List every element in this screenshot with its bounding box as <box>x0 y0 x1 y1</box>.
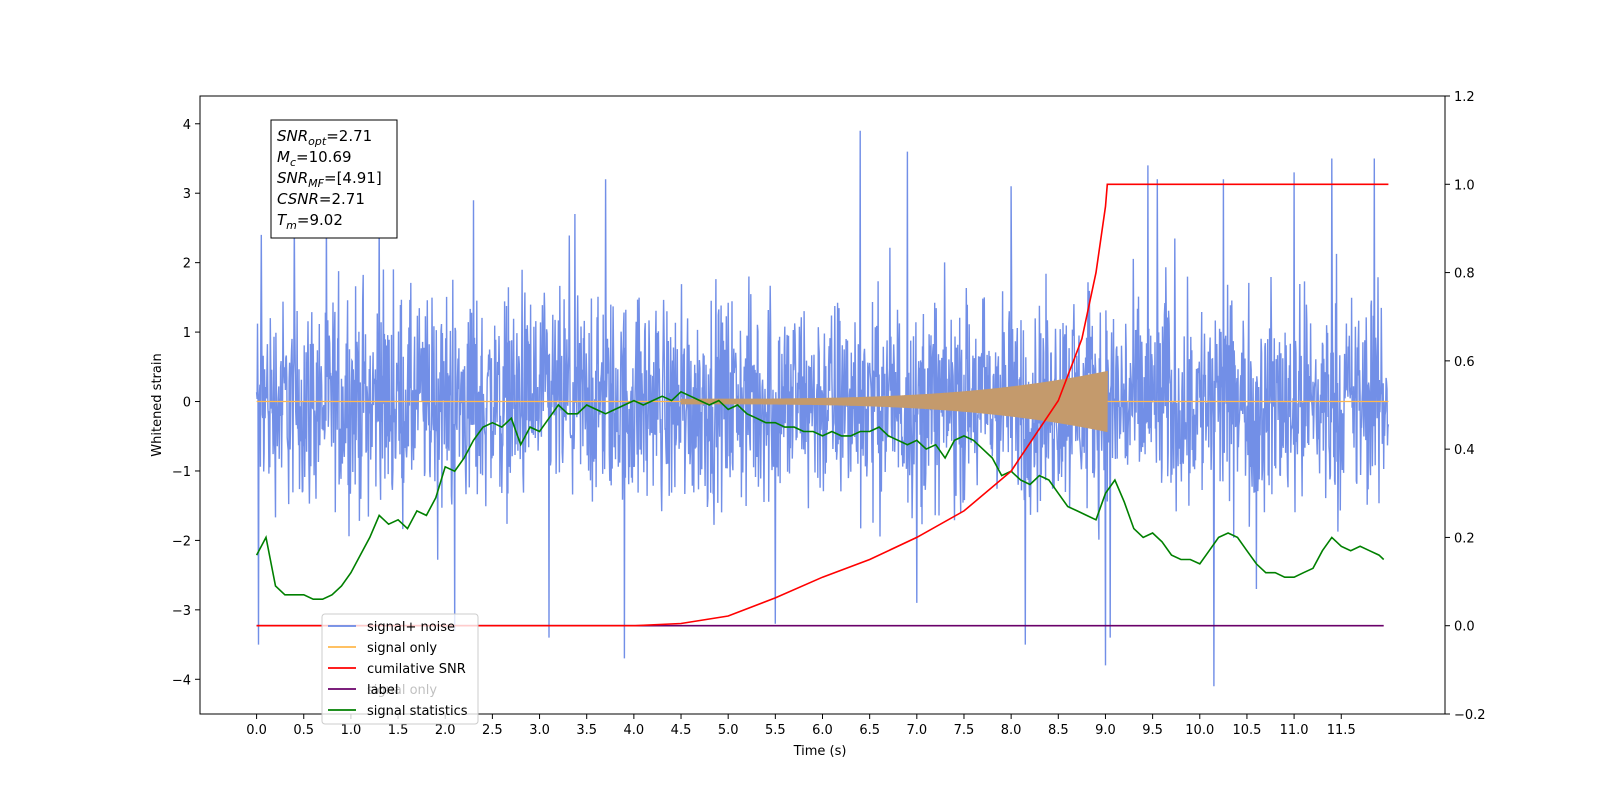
x-tick-label: 4.5 <box>671 723 692 738</box>
x-tick-label: 0.5 <box>293 723 314 738</box>
y-left-tick-label: 3 <box>183 187 191 202</box>
x-tick-label: 1.5 <box>388 723 409 738</box>
signal-plus-noise-line <box>255 130 1390 687</box>
signal-plus-noise-series <box>255 130 1390 687</box>
x-axis-ticks: 0.0 0.5 1.0 1.5 2.0 2.5 3.0 3.5 4.0 4.5 5.0 5.5 6.0 6… <box>246 714 1356 738</box>
legend: signal only signal+ noise signal only cumil… <box>321 613 479 725</box>
x-tick-label: 6.5 <box>859 723 880 738</box>
x-tick-label: 9.5 <box>1142 723 1163 738</box>
x-axis-label: Time (s) <box>793 744 847 759</box>
signal-only-chirp <box>680 370 1108 433</box>
y-left-tick-label: 2 <box>183 257 191 272</box>
x-tick-label: 11.5 <box>1327 723 1356 738</box>
signal-only-series <box>256 370 1389 433</box>
x-tick-label: 2.0 <box>435 723 456 738</box>
cumilative-snr-line <box>256 183 1389 627</box>
y-left-tick-label: −3 <box>172 604 191 619</box>
legend-entry: signal only <box>367 641 437 656</box>
info-box: SNRopt=2.71Mc=10.69SNRMF=[4.91]CSNR=2.71… <box>270 119 398 239</box>
info-line: Mc=10.69 <box>277 148 352 169</box>
legend-entry: cumilative SNR <box>367 662 466 677</box>
legend-entry: signal+ noise <box>367 620 455 635</box>
y-right-tick-label: 0.6 <box>1454 355 1475 370</box>
y-right-tick-label: 0.0 <box>1454 620 1475 635</box>
y-left-tick-label: 4 <box>183 118 191 133</box>
y-axis-left-ticks: 4 3 2 1 0 −1 −2 −3 −4 <box>172 118 200 688</box>
x-tick-label: 5.5 <box>765 723 786 738</box>
x-tick-label: 11.0 <box>1280 723 1309 738</box>
y-right-tick-label: 0.8 <box>1454 267 1475 282</box>
legend-entry: signal statistics <box>367 704 468 719</box>
legend-frame <box>321 613 479 725</box>
legend-entry: label <box>367 683 398 698</box>
y-left-tick-label: −4 <box>172 673 191 688</box>
x-tick-label: 0.0 <box>246 723 267 738</box>
x-tick-label: 7.0 <box>906 723 927 738</box>
x-tick-label: 10.0 <box>1185 723 1214 738</box>
y-left-tick-label: 1 <box>183 326 191 341</box>
x-tick-label: 8.5 <box>1048 723 1069 738</box>
x-tick-label: 5.0 <box>718 723 739 738</box>
x-tick-label: 3.5 <box>576 723 597 738</box>
signal-statistics-line <box>255 390 1385 601</box>
info-line: SNRopt=2.71 <box>277 127 372 148</box>
y-left-tick-label: −1 <box>172 465 191 480</box>
legend-overlap-text: signal only <box>367 683 437 698</box>
info-box-frame <box>270 119 398 239</box>
x-tick-label: 10.5 <box>1232 723 1261 738</box>
y-right-tick-label: −0.2 <box>1454 708 1486 723</box>
x-tick-label: 6.0 <box>812 723 833 738</box>
y-right-tick-label: 1.0 <box>1454 178 1475 193</box>
info-line: CSNR=2.71 <box>277 190 365 208</box>
y-right-tick-label: 0.4 <box>1454 443 1475 458</box>
info-line: SNRMF=[4.91] <box>277 169 382 190</box>
y-left-tick-label: 0 <box>183 396 191 411</box>
x-tick-label: 2.5 <box>482 723 503 738</box>
y-right-tick-label: 1.2 <box>1454 90 1475 105</box>
y-right-tick-label: 0.2 <box>1454 531 1475 546</box>
x-tick-label: 1.0 <box>341 723 362 738</box>
y-axis-left-label: Whitened strain <box>150 353 165 456</box>
x-tick-label: 8.0 <box>1001 723 1022 738</box>
x-tick-label: 9.0 <box>1095 723 1116 738</box>
info-line: Tm=9.02 <box>277 211 343 232</box>
x-tick-label: 4.0 <box>624 723 645 738</box>
y-axis-right-ticks: 1.2 1.0 0.8 0.6 0.4 0.2 0.0 −0.2 <box>1445 90 1486 723</box>
x-tick-label: 3.0 <box>529 723 550 738</box>
x-tick-label: 7.5 <box>954 723 975 738</box>
y-left-tick-label: −2 <box>172 534 191 549</box>
